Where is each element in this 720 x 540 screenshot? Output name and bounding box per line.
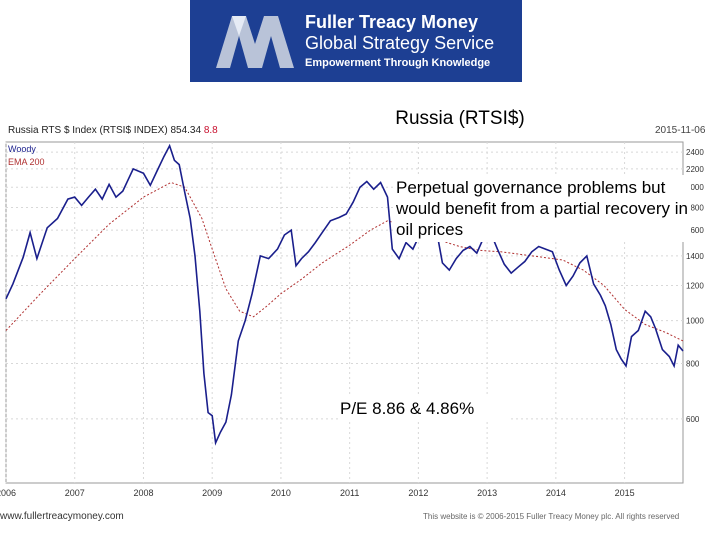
x-tick-label: 2015 xyxy=(615,488,635,498)
brand-tagline: Empowerment Through Knowledge xyxy=(305,57,491,69)
x-tick-label: 2008 xyxy=(133,488,153,498)
banner: Fuller Treacy Money Global Strategy Serv… xyxy=(0,0,720,90)
y-tick-label: 1800 xyxy=(686,204,704,213)
pe-annotation: P/E 8.86 & 4.86% xyxy=(340,397,510,421)
chart-header-date: 2015-11-06 xyxy=(655,125,706,136)
legend-woody: Woody xyxy=(8,144,36,154)
chart-header-label: Russia RTS $ Index (RTSI$ INDEX) 854.34 … xyxy=(8,125,218,136)
x-tick-label: 2014 xyxy=(546,488,566,498)
header-label-value: 8.8 xyxy=(203,125,218,136)
x-tick-label: 2007 xyxy=(65,488,85,498)
x-tick-label: 2010 xyxy=(271,488,291,498)
y-tick-label: 800 xyxy=(686,360,700,369)
series-layer xyxy=(5,143,684,446)
y-tick-layer: 600 800 1000 1200 1400 1600 1800 2000 2200 2400 xyxy=(686,148,704,424)
footer-site: www.fullertreacymoney.com xyxy=(0,511,124,522)
x-tick-layer: 2006 2007 2008 2009 2010 2011 2012 2013 2014 2015 xyxy=(0,488,635,498)
y-tick-label: 2400 xyxy=(686,148,704,157)
y-tick-label: 1400 xyxy=(686,252,704,261)
series-line-woody xyxy=(5,143,684,446)
logo-mark xyxy=(216,16,294,68)
x-tick-label: 2012 xyxy=(408,488,428,498)
brand-service: Global Strategy Service xyxy=(305,33,495,53)
footer-copy: This website is © 2006-2015 Fuller Treac… xyxy=(423,512,680,521)
x-tick-label: 2006 xyxy=(0,488,16,498)
annotation-note: Perpetual governance problems but would … xyxy=(393,175,691,242)
legend-ema: EMA 200 xyxy=(8,157,45,167)
chart-title: Russia (RTSI$) xyxy=(355,105,565,133)
y-tick-label: 1200 xyxy=(686,282,704,291)
x-tick-label: 2009 xyxy=(202,488,222,498)
x-tick-label: 2011 xyxy=(340,488,359,498)
y-tick-label: 2000 xyxy=(686,183,704,192)
y-tick-label: 1600 xyxy=(686,226,704,235)
series-line-ema xyxy=(5,181,684,342)
brand-name: Fuller Treacy Money xyxy=(305,12,479,32)
y-tick-label: 1000 xyxy=(686,317,704,326)
y-tick-label: 2200 xyxy=(686,165,704,174)
x-tick-label: 2013 xyxy=(477,488,497,498)
y-tick-label: 600 xyxy=(686,415,700,424)
header-label-text: Russia RTS $ Index (RTSI$ INDEX) 854.34 xyxy=(8,125,202,136)
